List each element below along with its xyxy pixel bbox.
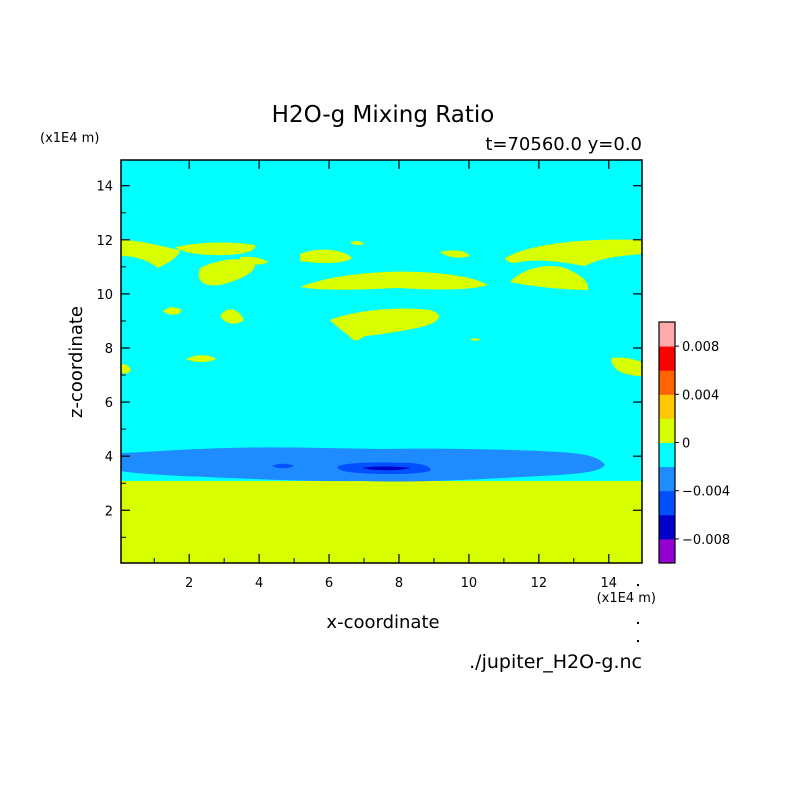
colorbar-tick-label: −0.008	[682, 533, 730, 548]
x-tick-label: 8	[395, 576, 403, 591]
y-unit-label: (x1E4 m)	[40, 131, 99, 146]
y-tick-label: 6	[105, 396, 113, 411]
x-tick-label: 2	[185, 576, 193, 591]
y-tick-label: 2	[105, 504, 113, 519]
axes: 2 4 6 8 10 12 14 2 4 6 8 10 12 14	[96, 160, 642, 591]
plot-area	[121, 160, 642, 563]
plot-frame	[120, 159, 643, 564]
colorbar-swatch	[659, 322, 675, 347]
x-tick-label: 6	[325, 576, 333, 591]
x-tick-label: 10	[461, 576, 478, 591]
file-label: ./jupiter_H2O-g.nc	[469, 651, 642, 673]
chart-title: H2O-g Mixing Ratio	[272, 102, 495, 128]
x-axis-label: x-coordinate	[326, 612, 439, 633]
colorbar-swatch	[659, 490, 675, 516]
colorbar-swatch	[659, 514, 675, 540]
stray-marks	[637, 584, 639, 642]
y-tick-label: 12	[96, 234, 113, 249]
x-unit-label: (x1E4 m)	[597, 591, 656, 606]
y-tick-label: 4	[105, 450, 113, 465]
colorbar-swatch	[659, 418, 675, 443]
y-tick-label: 14	[96, 180, 113, 195]
x-tick-label: 14	[601, 576, 618, 591]
region-depleted-core-small	[272, 463, 294, 469]
colorbar-swatch	[659, 394, 675, 419]
x-tick-label: 4	[255, 576, 263, 591]
colorbar-tick-label: 0	[682, 437, 690, 452]
colorbar-tick-label: 0.008	[682, 340, 719, 355]
chart-subtitle: t=70560.0 y=0.0	[485, 134, 642, 155]
colorbar-swatch	[659, 538, 675, 564]
colorbar-tick-label: −0.004	[682, 485, 730, 500]
colorbar-swatch	[659, 346, 675, 371]
y-tick-label: 10	[96, 288, 113, 303]
x-tick-label: 12	[531, 576, 548, 591]
y-tick-label: 8	[105, 342, 113, 357]
colorbar: −0.008 −0.004 0 0.004 0.008	[658, 321, 730, 564]
colorbar-swatch	[659, 442, 675, 468]
colorbar-swatch	[659, 370, 675, 395]
colorbar-swatch	[659, 466, 675, 492]
upper-patches	[121, 239, 642, 376]
region-depleted-min	[362, 466, 410, 471]
y-axis-label: z-coordinate	[66, 306, 87, 418]
region-lower-layer	[121, 481, 642, 563]
colorbar-tick-label: 0.004	[682, 388, 719, 403]
